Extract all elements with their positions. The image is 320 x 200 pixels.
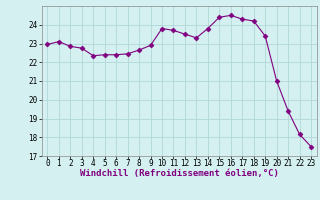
X-axis label: Windchill (Refroidissement éolien,°C): Windchill (Refroidissement éolien,°C) [80, 169, 279, 178]
